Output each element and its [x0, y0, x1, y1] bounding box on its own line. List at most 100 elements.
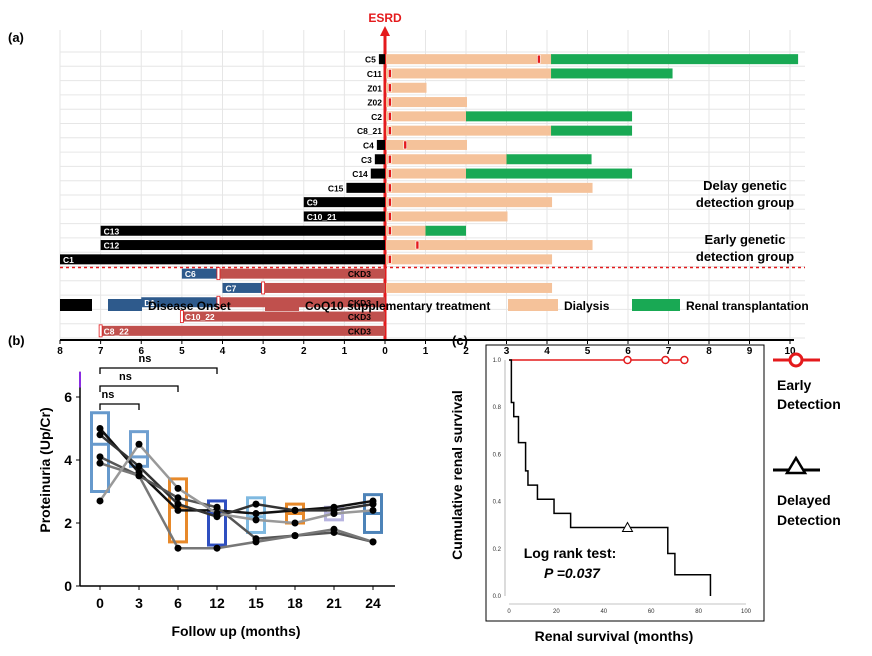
swimmer-tick-label: 9 [747, 346, 753, 357]
survival-chart: (c) 0.0 0.2 0.4 0.6 0.8 1.0 0 20 40 60 80 100 Renal… [449, 333, 841, 644]
patient-label: C12 [104, 241, 120, 251]
onset-bar-C5 [378, 54, 385, 65]
patient-label: C2 [371, 112, 382, 122]
dialysis-bar-Z01 [386, 82, 427, 93]
swimmer-patient-labels: C5 C11 Z01 Z02 C2 C8_21 C4 C3 C14 C15 C9 C10_21 C13 C… [63, 55, 382, 337]
patient-point [96, 425, 104, 432]
proteinuria-x-axis-title: Follow up (months) [171, 623, 300, 639]
patient-label: C1 [63, 255, 74, 265]
swimmer-tick-label: 0 [382, 346, 388, 357]
panel-label-a: (a) [8, 30, 24, 45]
proteinuria-x-tick-label: 18 [287, 595, 303, 611]
patient-point [96, 459, 104, 467]
dialysis-bar-C3 [386, 154, 508, 165]
patient-point [252, 516, 260, 524]
esrd-label: ESRD [368, 11, 402, 25]
patient-point [213, 510, 221, 518]
legend-early-line1: Early [777, 377, 811, 393]
censor-mark-early [661, 355, 670, 365]
transplant-bar-C14 [466, 168, 633, 179]
disease-onset-bar-C7 [222, 282, 264, 293]
swimmer-tick-label: 3 [504, 346, 510, 357]
patient-point [174, 494, 182, 502]
patient-point [291, 506, 299, 514]
survival-y-tick-label: 0.0 [493, 594, 502, 600]
legend-label-disease_onset: Disease Onset [148, 299, 231, 313]
dialysis-start-marker [388, 212, 392, 221]
disease-onset-bar-D1 [141, 297, 219, 308]
dialysis-bar-C15 [386, 182, 593, 193]
swimmer-tick-label: 2 [463, 346, 469, 357]
legend-swatch-onset [60, 299, 92, 311]
patient-label: C10_22 [185, 312, 215, 322]
dialysis-bar-C11 [386, 68, 553, 79]
disease-onset-bar-C6 [181, 268, 219, 279]
dialysis-start-marker [388, 255, 392, 264]
onset-bar-C12 [100, 240, 385, 251]
significance-label: ns [102, 389, 115, 401]
swimmer-bars [60, 54, 799, 338]
onset-bar-C3 [374, 154, 385, 165]
patient-point [96, 497, 104, 505]
group-label-delay-line1: Delay genetic [703, 178, 787, 193]
patient-point [174, 544, 182, 552]
patient-line [99, 455, 374, 544]
group-label-delay-line2: detection group [696, 195, 794, 210]
swimmer-plot: (a) C5C11Z01Z02C2C8_21C4C3C14C15C9C10_21… [8, 11, 809, 357]
patient-label: C8_21 [357, 126, 382, 136]
transplant-bar-C11 [551, 68, 673, 79]
status-label: CKD3 [348, 298, 371, 308]
dialysis-bar-C13 [386, 225, 427, 236]
transplant-bar-C5 [551, 54, 799, 65]
legend-label-transplant: Renal transplantation [686, 299, 809, 313]
dialysis-bar-C4 [386, 139, 467, 150]
transplant-bar-C8_21 [551, 125, 633, 136]
significance-bracket [99, 385, 179, 392]
legend-swatch-coq10 [265, 299, 299, 311]
dialysis-start-marker [388, 183, 392, 193]
swimmer-tick-label: 2 [301, 346, 307, 357]
patient-label: C15 [328, 183, 344, 193]
dialysis-start-marker [537, 54, 541, 64]
patient-point [330, 510, 338, 518]
significance-label: ns [139, 353, 152, 365]
patient-point [369, 538, 377, 546]
swimmer-tick-label: 1 [342, 346, 348, 357]
dialysis-bar-C8_21 [386, 125, 553, 136]
coq10-bar-C10_22 [181, 311, 385, 322]
patient-point [291, 532, 299, 540]
survival-frame [485, 344, 765, 622]
log-rank-label: Log rank test: [524, 545, 617, 561]
proteinuria-x-tick-label: 21 [326, 595, 342, 611]
dialysis-bar-C5 [386, 54, 553, 65]
coq10-bar-C8_22 [100, 325, 385, 336]
box-15 [246, 496, 266, 534]
patient-line [99, 461, 374, 550]
box-0 [90, 411, 110, 493]
patient-label: Z02 [367, 98, 382, 108]
transplant-bar-C2 [466, 111, 633, 122]
coq10-bar-D1 [218, 297, 385, 308]
patient-label: C11 [367, 69, 382, 79]
dialysis-start-marker [388, 83, 392, 93]
patient-point [252, 510, 260, 518]
patient-point [291, 519, 299, 527]
proteinuria-y-tick-label: 2 [64, 515, 72, 531]
swimmer-tick-label: 6 [625, 346, 631, 357]
proteinuria-y-axis-title: Proteinuria (Up/Cr) [37, 407, 53, 532]
dialysis-bar-C9 [386, 197, 553, 208]
legend-swatch-transplant [632, 299, 680, 311]
swimmer-tick-label: 3 [260, 346, 266, 357]
patient-label: C14 [352, 169, 368, 179]
survival-y-tick-label: 1.0 [493, 358, 502, 364]
dialysis-start-marker [388, 112, 392, 121]
patient-point [213, 503, 221, 511]
p-value-label: P =0.037 [544, 565, 601, 581]
legend-label-coq10: CoQ10 supplementary treatment [305, 299, 490, 313]
patient-label: C10_21 [307, 212, 337, 222]
swimmer-tick-label: 8 [706, 346, 712, 357]
legend-swatch-disease_onset [108, 299, 142, 311]
patient-point [252, 538, 260, 546]
